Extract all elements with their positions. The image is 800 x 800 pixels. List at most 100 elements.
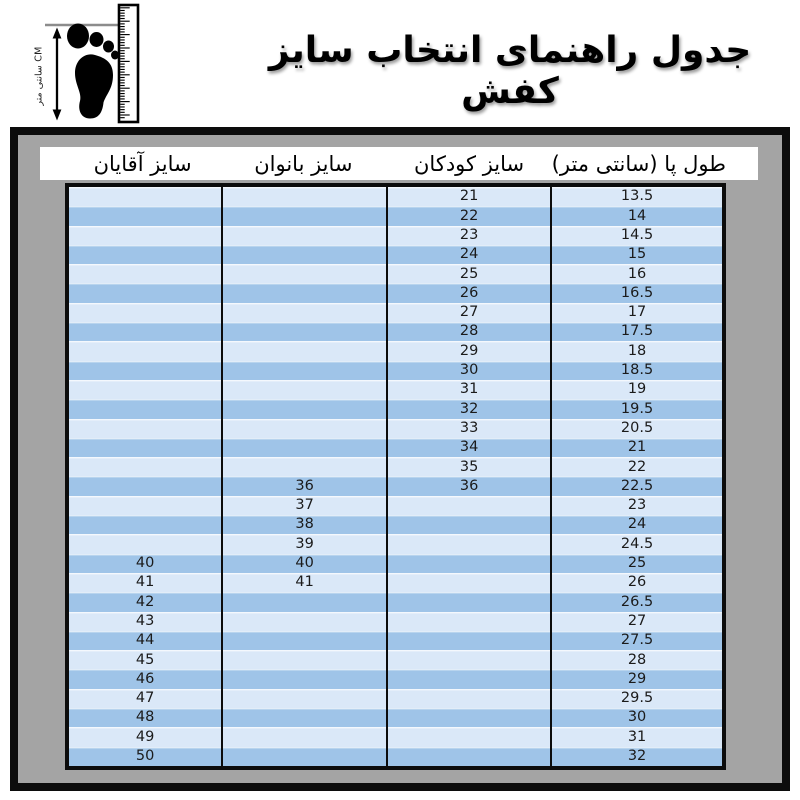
table-row: 13.5 21 <box>69 187 722 207</box>
table-cell <box>223 630 389 651</box>
table-cell <box>388 592 553 612</box>
table-cell: 43 <box>69 611 224 631</box>
table-cell <box>69 322 224 342</box>
table-cell: 28 <box>627 651 647 668</box>
table-row: 16.5 26 <box>69 283 722 303</box>
table-cell <box>388 650 553 670</box>
table-cell <box>69 399 224 419</box>
table-row: 32 50 <box>69 746 722 766</box>
table-cell: 38 <box>223 515 389 535</box>
table-cell: 25 <box>627 555 647 572</box>
table-cell: 24 <box>627 516 647 533</box>
page-title: جدول راهنمای انتخاب سایز کفش <box>268 30 752 112</box>
table-cell <box>69 244 224 265</box>
table-row: 18 29 <box>69 341 722 361</box>
table-row: 24 38 <box>69 515 722 535</box>
table-cell: 26.5 <box>620 593 654 610</box>
table-cell: 27 <box>627 612 647 629</box>
table-cell <box>223 727 389 747</box>
table-cell <box>69 457 224 477</box>
table-cell <box>69 341 224 361</box>
table-cell: 26 <box>388 283 553 303</box>
table-cell: 46 <box>69 669 224 689</box>
table-cell: 22 <box>388 206 553 226</box>
table-cell: 25 <box>388 264 553 284</box>
table-cell <box>223 708 389 728</box>
table-cell <box>69 187 224 207</box>
table-row: 21 34 <box>69 437 722 458</box>
table-row: 22.5 36 36 <box>69 476 722 496</box>
table-cell: 39 <box>223 534 389 554</box>
table-row: 15 24 <box>69 244 722 265</box>
table-cell <box>388 611 553 631</box>
table-cell: 29 <box>627 670 647 687</box>
table-cell <box>223 283 389 303</box>
table-row: 20.5 33 <box>69 418 722 438</box>
table-cell <box>223 746 389 766</box>
table-row: 22 35 <box>69 457 722 477</box>
table-cell: 35 <box>388 457 553 477</box>
table-cell <box>223 399 389 419</box>
table-row: 29 46 <box>69 669 722 689</box>
foot-measure-logo: CM سانتی متر <box>15 2 145 126</box>
size-table-body: 13.5 21 14 22 14.5 23 15 24 16 25 16.5 26 17 27 17.5 28… <box>65 183 726 770</box>
table-cell: 28 <box>388 322 553 342</box>
foot-ruler-logo-graphic <box>45 3 140 124</box>
table-row: 24.5 39 <box>69 534 722 554</box>
table-cell <box>223 688 389 709</box>
table-cell <box>223 611 389 631</box>
table-cell <box>223 322 389 342</box>
table-cell: 21 <box>627 439 647 456</box>
table-row: 17 27 <box>69 302 722 323</box>
table-row: 18.5 30 <box>69 360 722 380</box>
table-cell <box>223 669 389 689</box>
table-cell: 13.5 <box>620 188 654 205</box>
table-cell <box>69 515 224 535</box>
table-cell: 27 <box>388 302 553 323</box>
table-cell <box>69 264 224 284</box>
table-cell: 14 <box>627 207 647 224</box>
table-cell <box>223 341 389 361</box>
table-cell: 24.5 <box>620 535 654 552</box>
table-cell: 20.5 <box>620 419 654 436</box>
table-row: 19.5 32 <box>69 399 722 419</box>
table-cell <box>388 688 553 709</box>
table-row: 29.5 47 <box>69 688 722 709</box>
table-row: 28 45 <box>69 650 722 670</box>
table-cell: 16 <box>627 265 647 282</box>
table-row: 27.5 44 <box>69 630 722 651</box>
table-cell <box>388 495 553 516</box>
chart-frame: طول پا (سانتی متر) سایز کودکان سایز بانو… <box>10 127 790 791</box>
table-cell: 31 <box>388 379 553 400</box>
table-cell <box>388 534 553 554</box>
table-cell: 36 <box>223 476 389 496</box>
table-cell: 16.5 <box>620 284 654 301</box>
table-cell <box>388 630 553 651</box>
table-cell <box>223 379 389 400</box>
table-cell <box>223 457 389 477</box>
table-cell <box>223 592 389 612</box>
table-cell <box>388 553 553 573</box>
table-cell: 50 <box>69 746 224 766</box>
ruler-icon <box>117 3 140 124</box>
table-cell: 29.5 <box>620 690 654 707</box>
table-cell: 27.5 <box>620 632 654 649</box>
table-cell: 41 <box>223 572 389 593</box>
table-cell: 18.5 <box>620 362 654 379</box>
footprint-icon <box>67 23 119 119</box>
table-row: 16 25 <box>69 264 722 284</box>
table-cell <box>69 495 224 516</box>
table-cell: 40 <box>223 553 389 573</box>
table-cell: 30 <box>627 709 647 726</box>
table-row: 14.5 23 <box>69 225 722 245</box>
table-cell <box>388 746 553 766</box>
table-cell: 19.5 <box>620 400 654 417</box>
measure-arrow-icon <box>52 27 62 121</box>
table-cell <box>223 264 389 284</box>
ruler-ticks <box>120 7 130 119</box>
table-cell <box>69 534 224 554</box>
table-cell: 18 <box>627 342 647 359</box>
table-cell <box>388 708 553 728</box>
table-cell: 36 <box>388 476 553 496</box>
